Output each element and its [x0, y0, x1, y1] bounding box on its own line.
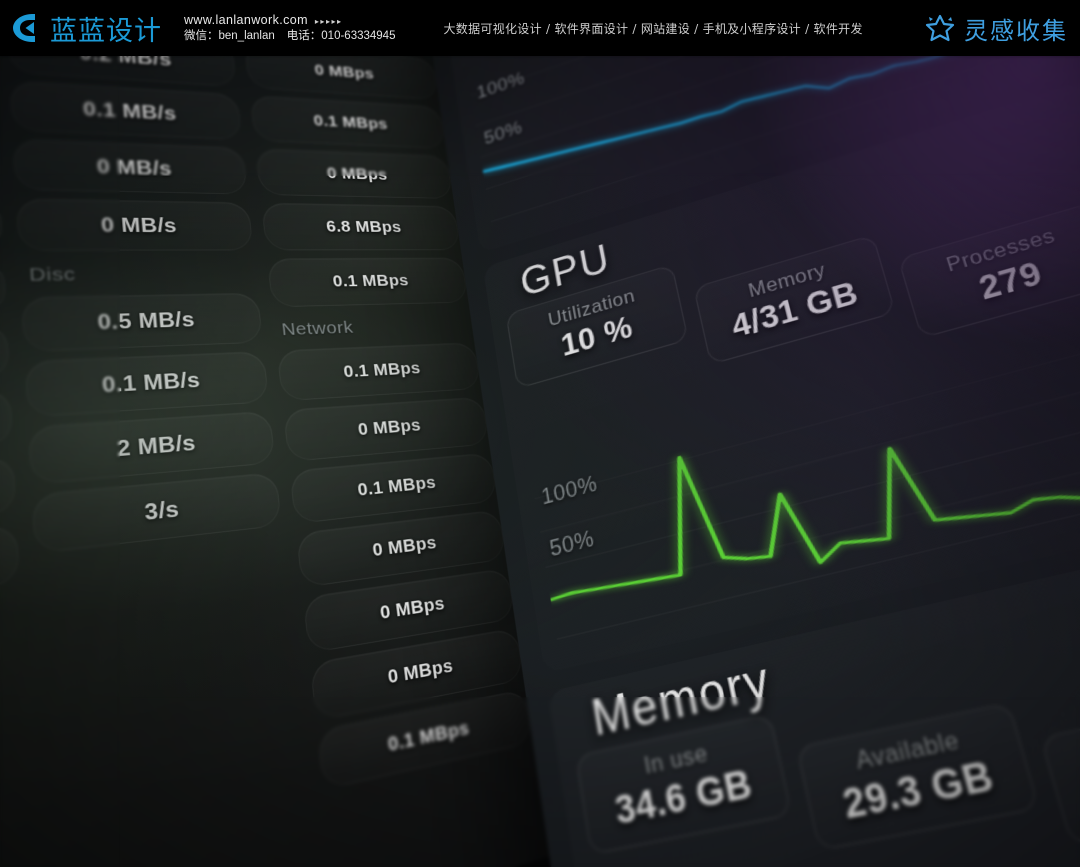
gpu-axis-50: 50% [547, 525, 596, 562]
list-item [0, 387, 14, 467]
list-item: 0 MBps [282, 396, 490, 462]
brand-contact: www.lanlanwork.com ▸▸▸▸▸ 微信：ben_lanlan 电话：… [184, 12, 395, 44]
disc-column-title: Disc [28, 264, 77, 286]
list-item: 0.1 MBps [266, 257, 469, 308]
list-item [0, 322, 11, 393]
phone-label: 电话：010-63334945 [286, 29, 396, 42]
list-item [0, 192, 4, 251]
list-item: 0 MBps [255, 148, 454, 199]
list-item: 0 MB/s [13, 138, 248, 195]
lanlan-logo-icon [10, 11, 44, 45]
list-item: 6.8 MBps [260, 202, 461, 251]
brand-header: 蓝蓝设计 www.lanlanwork.com ▸▸▸▸▸ 微信：ben_lanl… [0, 0, 1080, 56]
wechat-label: 微信：ben_lanlan [184, 29, 275, 42]
memory-available-stat[interactable]: Available 29.3 GB [795, 702, 1041, 852]
company-name-cn: 蓝蓝设计 [50, 15, 162, 47]
gpu-axis-100: 100% [539, 471, 600, 510]
inspiration-label: 灵感收集 [964, 16, 1068, 45]
brand-services-list: 大数据可视化设计 / 软件界面设计 / 网站建设 / 手机及小程序设计 / 软件… [443, 21, 863, 36]
list-item: 2 MB/s [28, 410, 275, 485]
dashboard-photo-stage: 2.2 GB 508 MB 6 MB 0.2 MB/s 0.1 MB/s 0 M… [0, 56, 1080, 867]
list-item: 0.1 MBps [276, 342, 482, 402]
list-item: 6 MB [0, 126, 1, 190]
memory-cached-stat[interactable]: Cached 16.0 GB [1039, 689, 1080, 848]
gpu-processes-stat[interactable]: Processes 279 [897, 201, 1080, 339]
list-item: 3/s [31, 471, 282, 554]
list-item: 0 MBps [243, 56, 439, 100]
brand-right: 灵感收集 [923, 11, 1068, 46]
website-url[interactable]: www.lanlanwork.com [184, 12, 308, 27]
brand-contact-row: 微信：ben_lanlan 电话：010-63334945 [184, 29, 395, 45]
network-column-title: Network [280, 318, 355, 340]
gpu-memory-stat[interactable]: Memory 4/31 GB [693, 233, 896, 365]
list-item: 0.5 MB/s [21, 292, 263, 352]
list-item: 0.1 MB/s [24, 350, 269, 418]
inspiration-star-icon [923, 11, 957, 45]
list-item [0, 523, 21, 623]
brand-url-row: www.lanlanwork.com ▸▸▸▸▸ [184, 12, 395, 29]
list-item: 0.1 MB/s [10, 80, 242, 140]
list-item: 0 MB/s [16, 198, 254, 251]
list-item: 0.1 MBps [249, 95, 446, 149]
cpu-axis-100: 100% [475, 68, 526, 103]
list-item [0, 259, 7, 321]
cpu-axis-50: 50% [482, 117, 524, 149]
arrow-glyphs: ▸▸▸▸▸ [314, 16, 343, 26]
